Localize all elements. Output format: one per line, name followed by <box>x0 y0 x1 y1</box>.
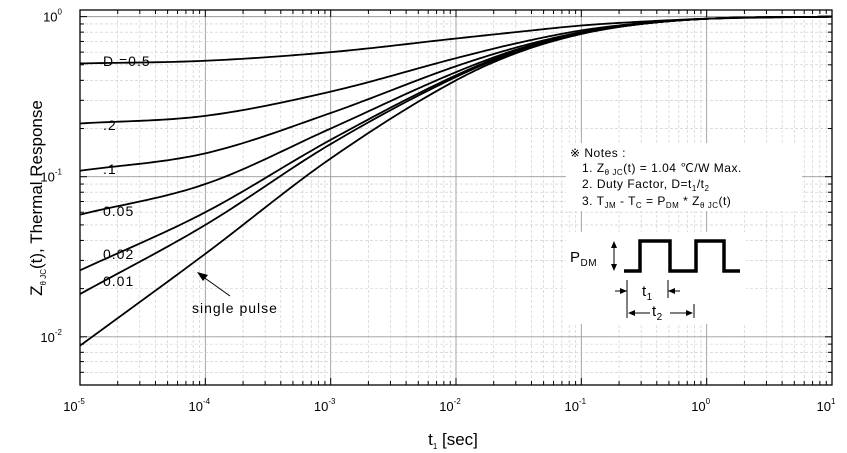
x-tick-label-base: 10 <box>817 399 831 414</box>
x-tick-label: 10-4 <box>189 397 211 414</box>
y-axis-title-sub: θ JC <box>39 269 48 286</box>
notes-2-mid: /t <box>697 177 705 191</box>
curve-label-d002: 0.02 <box>103 246 134 262</box>
notes-background <box>566 143 802 211</box>
pdm-arrow-bottom <box>611 264 617 271</box>
x-tick-label-exp: -5 <box>78 397 86 406</box>
x-tick-label: 10-3 <box>314 397 336 414</box>
y-tick-label-base: 10 <box>40 330 54 345</box>
x-axis-title-main: t <box>428 430 433 449</box>
x-tick-label-exp: 1 <box>831 397 836 406</box>
y-tick-label-base: 10 <box>43 10 57 25</box>
y-tick-label-base: 10 <box>40 170 54 185</box>
notes-line-1: 1. Zθ JC(t) = 1.04 ℃/W Max. <box>582 161 742 177</box>
t1-label-main: t <box>642 283 647 300</box>
curve-label-d02: .2 <box>103 117 117 133</box>
x-axis-title-unit: [sec] <box>437 430 478 449</box>
x-axis-title-sub: 1 <box>433 442 438 451</box>
x-tick-label: 101 <box>817 397 836 414</box>
notes-line-2: 2. Duty Factor, D=t1/t2 <box>582 177 710 193</box>
notes-1-post: (t) = 1.04 ℃/W Max. <box>623 161 742 175</box>
y-axis-title-pre: Z <box>27 285 46 295</box>
single-pulse-arrow <box>197 272 231 297</box>
x-tick-label-base: 10 <box>691 399 705 414</box>
notes-3-d: * Z <box>679 194 700 208</box>
pdm-label: PDM <box>570 249 597 269</box>
curve-label-d01: .1 <box>103 161 117 177</box>
y-axis-title: Zθ JC(t), Thermal Response <box>27 100 48 296</box>
notes-3-a: 3. T <box>582 194 605 208</box>
x-tick-label-exp: -2 <box>454 397 462 406</box>
curve-label-single-pulse: single pulse <box>192 300 278 316</box>
notes-3-d-sub: θ JC <box>700 201 718 210</box>
y-tick-label: 10-2 <box>40 328 62 345</box>
y-tick-label: 100 <box>43 8 62 25</box>
x-tick-label: 10-1 <box>565 397 587 414</box>
y-tick-label-exp: 0 <box>58 8 63 17</box>
pdm-arrow-top <box>611 241 617 248</box>
y-tick-label: 10-1 <box>40 168 62 185</box>
x-tick-label-exp: 0 <box>706 397 711 406</box>
notes-3-a-sub: JM <box>604 201 616 210</box>
x-tick-label-base: 10 <box>439 399 453 414</box>
curve-label-d05: D =0.5 <box>103 53 151 69</box>
x-tick-label-base: 10 <box>314 399 328 414</box>
notes-3-b-sub: C <box>636 201 642 210</box>
x-tick-label-exp: -1 <box>579 397 587 406</box>
notes-2-sub1: 1 <box>692 184 697 193</box>
pulse-waveform <box>624 239 740 273</box>
curve-labels: D =0.5 .2 .1 0.05 0.02 0.01 single pulse <box>103 53 278 316</box>
x-tick-label-base: 10 <box>63 399 77 414</box>
pdm-label-sub: DM <box>581 258 598 269</box>
t2-label: t2 <box>652 303 663 323</box>
notes-1-pre: 1. Z <box>582 161 605 175</box>
series-line-6 <box>79 15 833 347</box>
notes-3-e: (t) <box>718 194 731 208</box>
notes-line-3: 3. TJM - TC = PDM * Zθ JC(t) <box>582 194 731 210</box>
notes-box: ※ Notes : 1. Zθ JC(t) = 1.04 ℃/W Max. 2.… <box>566 143 802 211</box>
t1-label-sub: 1 <box>647 292 653 303</box>
x-tick-label-base: 10 <box>565 399 579 414</box>
t2-label-main: t <box>652 303 657 320</box>
curve-label-d001: 0.01 <box>103 273 134 289</box>
axis-ticks <box>79 10 833 386</box>
notes-2-pre: 2. Duty Factor, D=t <box>582 177 692 191</box>
pulse-diagram: PDM t1 t2 <box>566 232 746 324</box>
t1-label: t1 <box>642 283 653 303</box>
x-tick-label-exp: -4 <box>203 397 211 406</box>
y-tick-label-exp: -1 <box>55 168 63 177</box>
x-tick-label: 10-5 <box>63 397 85 414</box>
pulse-diagram-background <box>566 232 746 324</box>
notes-3-b: - T <box>616 194 636 208</box>
t2-label-sub: 2 <box>657 312 663 323</box>
notes-3-c-sub: DM <box>666 201 679 210</box>
notes-1-sub: θ JC <box>605 168 623 177</box>
curve-label-d005: 0.05 <box>103 203 134 219</box>
x-tick-label-exp: -3 <box>328 397 336 406</box>
y-axis-title-post: (t), Thermal Response <box>27 100 46 269</box>
x-axis-title: t1 [sec] <box>428 430 478 451</box>
series-lines <box>79 15 833 347</box>
pdm-label-main: P <box>570 249 581 266</box>
x-tick-label: 10-2 <box>439 397 461 414</box>
x-tick-label: 100 <box>691 397 710 414</box>
notes-header: ※ Notes : <box>570 146 626 160</box>
notes-3-c: = P <box>642 194 666 208</box>
y-tick-label-exp: -2 <box>55 328 63 337</box>
x-tick-labels: 10-5 10-4 10-3 10-2 10-1 100 101 <box>63 397 836 414</box>
x-tick-label-base: 10 <box>189 399 203 414</box>
t2-arrow-right <box>686 310 693 316</box>
t2-arrow-left <box>628 310 635 316</box>
notes-2-sub2: 2 <box>705 184 710 193</box>
